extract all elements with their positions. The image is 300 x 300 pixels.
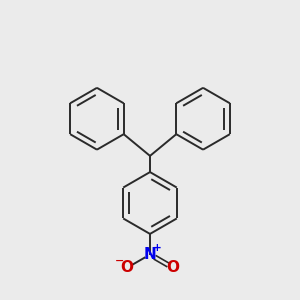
Text: O: O [121, 260, 134, 275]
Text: O: O [167, 260, 179, 275]
Text: −: − [115, 256, 124, 266]
Text: +: + [153, 243, 162, 253]
Text: N: N [144, 247, 156, 262]
